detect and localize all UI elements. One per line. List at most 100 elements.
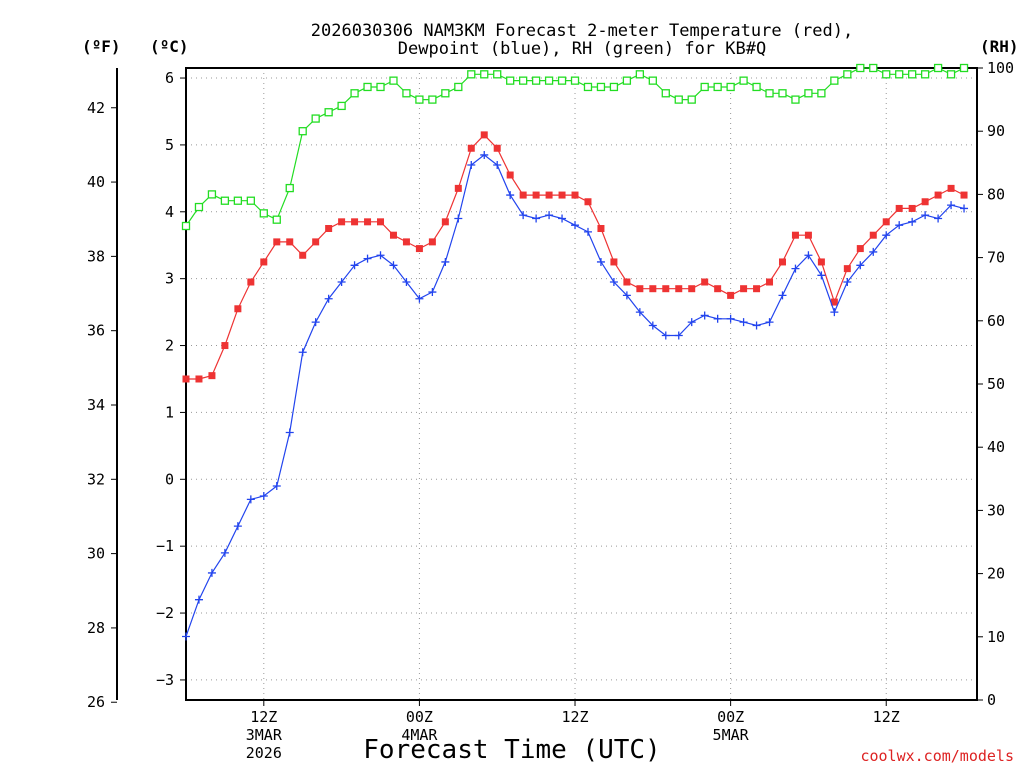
rh-point bbox=[817, 89, 826, 98]
temperature-point bbox=[610, 258, 618, 266]
rh-point bbox=[259, 209, 268, 218]
rh-point bbox=[402, 89, 411, 98]
temperature-point bbox=[882, 218, 890, 226]
dewpoint-point bbox=[622, 291, 631, 300]
temperature-point bbox=[545, 191, 553, 199]
temperature-point bbox=[364, 218, 372, 226]
temperature-point bbox=[934, 191, 942, 199]
rh-point bbox=[959, 63, 969, 73]
rh-point bbox=[920, 70, 930, 79]
dewpoint-point bbox=[506, 191, 515, 200]
rh-unit-label: (RH) bbox=[980, 37, 1019, 56]
series-layer bbox=[181, 63, 969, 641]
rh-point bbox=[454, 82, 463, 92]
dewpoint-point bbox=[233, 522, 242, 531]
fahrenheit-tick-label: 36 bbox=[87, 322, 105, 340]
rh-tick-label: 80 bbox=[987, 185, 1005, 203]
temperature-point bbox=[571, 191, 579, 199]
dewpoint-point bbox=[493, 160, 502, 169]
fahrenheit-tick-label: 40 bbox=[87, 173, 105, 191]
rh-point bbox=[220, 196, 230, 205]
x-tick-label: 12Z bbox=[873, 708, 900, 726]
temperature-point bbox=[869, 231, 877, 239]
x-tick-date-label: 3MAR bbox=[246, 726, 283, 744]
dewpoint-point bbox=[687, 318, 696, 327]
rh-point bbox=[389, 76, 398, 85]
rh-tick-label: 100 bbox=[987, 59, 1014, 77]
dewpoint-point bbox=[532, 214, 541, 223]
temperature-point bbox=[740, 285, 748, 293]
dewpoint-point bbox=[609, 278, 618, 287]
temperature-point bbox=[467, 144, 475, 152]
rh-point bbox=[233, 196, 243, 205]
dewpoint-point bbox=[700, 311, 709, 320]
fahrenheit-tick-label: 30 bbox=[87, 545, 105, 563]
dewpoint-point bbox=[921, 211, 930, 220]
rh-point bbox=[493, 70, 502, 79]
dewpoint-point bbox=[337, 278, 346, 287]
rh-point bbox=[181, 221, 191, 231]
x-axis-label: Forecast Time (UTC) bbox=[363, 735, 660, 765]
dewpoint-point bbox=[363, 254, 372, 263]
dewpoint-point bbox=[194, 595, 203, 604]
temperature-point bbox=[830, 298, 838, 306]
dewpoint-point bbox=[480, 150, 489, 159]
temperature-point bbox=[753, 285, 761, 293]
celsius-tick-label: 0 bbox=[165, 470, 174, 488]
rh-point bbox=[544, 76, 554, 85]
dewpoint-point bbox=[856, 261, 865, 270]
rh-point bbox=[687, 95, 696, 104]
dewpoint-point bbox=[960, 204, 969, 213]
dewpoint-point bbox=[765, 318, 774, 327]
temperature-point bbox=[778, 258, 786, 266]
dewpoint-point bbox=[804, 251, 813, 260]
temperature-point bbox=[558, 191, 566, 199]
rh-point bbox=[415, 95, 424, 104]
dewpoint-point bbox=[895, 221, 904, 230]
temperature-point bbox=[234, 305, 242, 313]
dewpoint-point bbox=[389, 261, 398, 270]
rh-point bbox=[895, 70, 904, 79]
rh-tick-label: 0 bbox=[987, 691, 996, 709]
plot-frame bbox=[185, 67, 978, 701]
rh-point bbox=[376, 82, 385, 92]
dewpoint-point bbox=[441, 257, 450, 266]
dewpoint-point bbox=[674, 331, 683, 340]
rh-point bbox=[778, 89, 787, 98]
rh-point bbox=[609, 82, 619, 92]
dewpoint-point bbox=[259, 492, 268, 501]
dewpoint-point bbox=[869, 247, 878, 256]
rh-point bbox=[285, 183, 294, 193]
rh-point bbox=[506, 76, 515, 85]
celsius-tick-label: −3 bbox=[156, 671, 174, 689]
dewpoint-point bbox=[635, 308, 644, 317]
temperature-point bbox=[247, 278, 255, 286]
rh-point bbox=[830, 76, 839, 85]
x-tick-year-label: 2026 bbox=[246, 744, 282, 762]
rh-point bbox=[648, 76, 657, 85]
rh-point bbox=[557, 76, 567, 85]
rh-tick-label: 10 bbox=[987, 628, 1005, 646]
fahrenheit-tick-label: 34 bbox=[87, 396, 105, 414]
dewpoint-point bbox=[648, 321, 657, 330]
rh-point bbox=[596, 82, 606, 92]
temperature-point bbox=[662, 285, 670, 293]
dewpoint-point bbox=[246, 495, 255, 504]
temperature-point bbox=[221, 342, 229, 350]
celsius-unit-label: (ºC) bbox=[150, 37, 189, 56]
x-tick-label: 00Z bbox=[717, 708, 744, 726]
celsius-tick-label: 3 bbox=[165, 270, 174, 288]
temperature-point bbox=[208, 372, 216, 380]
dewpoint-point bbox=[376, 251, 385, 260]
dewpoint-point bbox=[830, 308, 839, 317]
rh-point bbox=[324, 108, 333, 117]
celsius-tick-label: 4 bbox=[165, 203, 174, 221]
dewpoint-point bbox=[558, 214, 567, 223]
rh-point bbox=[428, 95, 437, 104]
rh-point bbox=[298, 127, 307, 136]
celsius-tick-label: 2 bbox=[165, 337, 174, 355]
rh-point bbox=[908, 70, 917, 79]
temperature-point bbox=[195, 375, 203, 383]
dewpoint-point bbox=[467, 160, 476, 169]
